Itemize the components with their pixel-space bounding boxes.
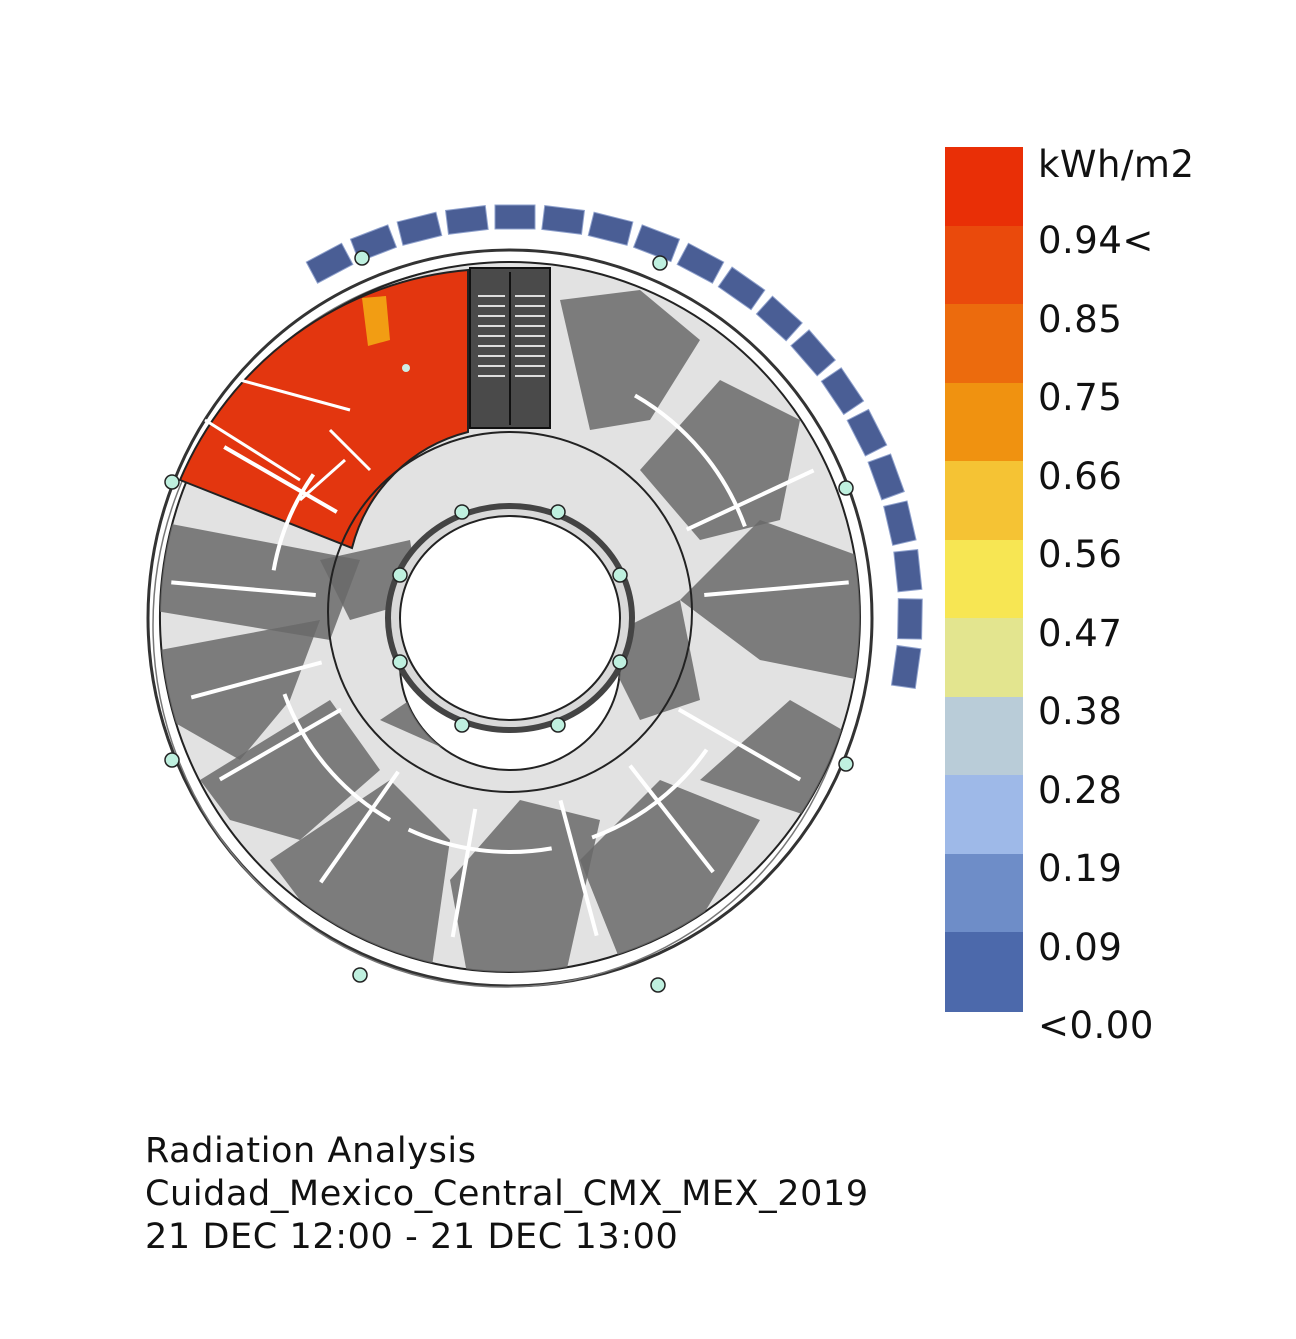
- legend-swatch: [945, 304, 1023, 384]
- legend-label: 0.28: [1038, 768, 1123, 812]
- high-radiation-zone: [178, 268, 469, 550]
- legend-swatch: [945, 618, 1023, 698]
- legend-swatch: [945, 775, 1023, 855]
- legend-label: <0.00: [1038, 1004, 1154, 1047]
- legend-label: 0.66: [1038, 454, 1123, 498]
- legend-swatch: [945, 932, 1023, 1012]
- stair-core: [469, 267, 551, 429]
- legend-swatch: [945, 147, 1023, 227]
- building-outline: [146, 248, 874, 988]
- partition-walls: [171, 378, 849, 938]
- legend-swatch: [945, 382, 1023, 463]
- column-markers: [164, 250, 854, 993]
- legend-label: 0.47: [1038, 611, 1123, 655]
- radiation-floor-plan: [146, 204, 923, 993]
- legend-label: 0.09: [1038, 925, 1123, 969]
- caption: Radiation Analysis Cuidad_Mexico_Central…: [145, 1130, 869, 1259]
- radiation-sensor-point: [402, 364, 410, 372]
- legend-swatch: [945, 225, 1023, 306]
- analysis-title: Radiation Analysis: [145, 1131, 477, 1171]
- solar-panel-array: [305, 204, 923, 690]
- weather-location: Cuidad_Mexico_Central_CMX_MEX_2019: [145, 1174, 869, 1214]
- legend-swatch: [945, 539, 1023, 620]
- radiation-peak-spot: [362, 296, 390, 346]
- legend-label: 0.38: [1038, 690, 1123, 733]
- legend-swatch: [945, 696, 1023, 777]
- legend-label: 0.94<: [1038, 219, 1154, 262]
- legend-swatch: [945, 853, 1023, 934]
- legend-label: 0.56: [1038, 533, 1123, 576]
- legend-swatch: [945, 461, 1023, 541]
- legend-unit: kWh/m2: [1038, 143, 1195, 186]
- inner-corridor-wall: [327, 431, 693, 793]
- legend-label: 0.19: [1038, 847, 1123, 890]
- central-courtyard: [399, 515, 621, 721]
- legend-label: 0.85: [1038, 297, 1123, 341]
- legend-label: 0.75: [1038, 376, 1123, 419]
- analysis-period: 21 DEC 12:00 - 21 DEC 13:00: [145, 1217, 679, 1257]
- legend: kWh/m2 0.94< 0.85 0.75 0.66 0.56 0.47 0.38 0.28…: [940, 145, 1280, 1065]
